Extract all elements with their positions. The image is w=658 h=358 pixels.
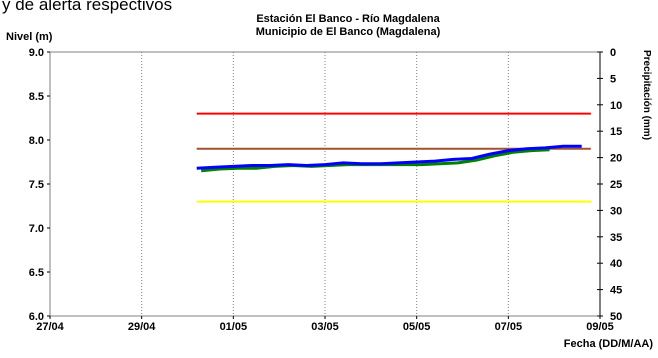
y2-tick-label: 50 bbox=[610, 311, 622, 323]
series-lines bbox=[196, 144, 582, 173]
y-tick-label: 7.5 bbox=[29, 179, 44, 191]
y-tick-label: 8.5 bbox=[29, 91, 44, 103]
y-axis-label: Nivel (m) bbox=[6, 31, 53, 43]
y2-tick-label: 25 bbox=[610, 179, 622, 191]
x-tick-label: 29/04 bbox=[128, 321, 156, 333]
y2-tick-label: 45 bbox=[610, 285, 622, 297]
x-tick-label: 05/05 bbox=[403, 321, 431, 333]
y2-tick-label: 15 bbox=[610, 126, 622, 138]
y2-tick-label: 10 bbox=[610, 100, 622, 112]
series-line-0 bbox=[196, 144, 582, 170]
y2-tick-label: 20 bbox=[610, 153, 622, 165]
y-tick-label: 8.0 bbox=[29, 135, 44, 147]
y2-axis-label: Precipitación (mm) bbox=[641, 50, 652, 140]
x-tick-label: 07/05 bbox=[495, 321, 523, 333]
chart-title: Estación El Banco - Río Magdalena bbox=[256, 13, 440, 25]
y-tick-label: 6.5 bbox=[29, 267, 44, 279]
y2-tick-label: 0 bbox=[610, 47, 616, 59]
axes: 27/04 29/04 01/05 03/05 05/05 07/05 09/05 6.0 6.… bbox=[29, 47, 623, 333]
y2-tick-label: 30 bbox=[610, 205, 622, 217]
y-tick-label: 7.0 bbox=[29, 223, 44, 235]
y2-tick-label: 5 bbox=[610, 73, 616, 85]
x-tick-label: 03/05 bbox=[311, 321, 339, 333]
chart-subtitle: Municipio de El Banco (Magdalena) bbox=[256, 26, 441, 38]
y2-tick-label: 35 bbox=[610, 232, 622, 244]
y-tick-label: 6.0 bbox=[29, 311, 44, 323]
x-tick-label: 27/04 bbox=[36, 321, 64, 333]
y-tick-label: 9.0 bbox=[29, 47, 44, 59]
header-fragment: y de alerta respectivos bbox=[2, 0, 172, 14]
grid bbox=[141, 52, 509, 316]
y2-tick-label: 40 bbox=[610, 258, 622, 270]
x-tick-label: 01/05 bbox=[220, 321, 248, 333]
x-tick-label: 09/05 bbox=[586, 321, 614, 333]
x-axis-label: Fecha (DD/M/AA) bbox=[564, 338, 654, 350]
